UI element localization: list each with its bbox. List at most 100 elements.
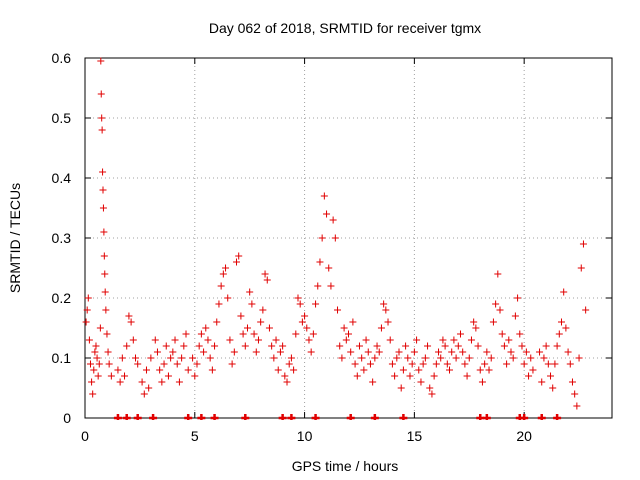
data-point	[529, 366, 537, 374]
data-point	[419, 360, 427, 368]
zero-outlier-point	[278, 414, 287, 420]
data-point	[397, 384, 405, 392]
data-point	[93, 354, 101, 362]
zero-outlier-point	[184, 414, 193, 420]
zero-outliers	[113, 414, 562, 420]
data-point	[248, 300, 256, 308]
data-point	[562, 324, 570, 332]
data-point	[430, 372, 438, 380]
data-point	[525, 372, 533, 380]
data-point	[217, 282, 225, 290]
data-point	[105, 360, 113, 368]
data-point	[129, 336, 137, 344]
data-point	[279, 342, 287, 350]
data-point	[303, 324, 311, 332]
data-point	[211, 342, 219, 350]
data-point	[573, 402, 581, 410]
data-point	[219, 270, 227, 278]
data-point	[391, 372, 399, 380]
data-point	[213, 318, 221, 326]
data-point	[102, 306, 110, 314]
data-point	[360, 366, 368, 374]
data-point	[114, 366, 122, 374]
data-point	[283, 378, 291, 386]
data-point	[200, 348, 208, 356]
data-point	[564, 348, 572, 356]
data-point	[553, 342, 561, 350]
data-point	[527, 354, 535, 362]
zero-outlier-point	[197, 414, 206, 420]
data-point	[305, 336, 313, 344]
data-point	[294, 294, 302, 302]
data-point	[222, 264, 230, 272]
data-point	[215, 300, 223, 308]
data-point	[340, 324, 348, 332]
zero-outlier-point	[346, 414, 355, 420]
data-point	[452, 354, 460, 362]
data-point	[380, 300, 388, 308]
data-point	[123, 342, 131, 350]
data-point	[82, 318, 90, 326]
zero-outlier-point	[311, 414, 320, 420]
data-point	[235, 252, 243, 260]
x-tick-label: 20	[516, 428, 532, 444]
data-point	[417, 378, 425, 386]
y-tick-label: 0.5	[52, 110, 72, 126]
data-point	[492, 300, 500, 308]
data-point	[116, 378, 124, 386]
data-point	[485, 366, 493, 374]
data-point	[156, 366, 164, 374]
data-point	[371, 354, 379, 362]
data-point	[226, 336, 234, 344]
data-point	[204, 336, 212, 344]
data-point	[314, 282, 322, 290]
data-point	[375, 348, 383, 356]
zero-outlier-point	[399, 414, 408, 420]
data-point	[536, 348, 544, 356]
data-point	[349, 318, 357, 326]
data-point	[237, 312, 245, 320]
data-point	[575, 354, 583, 362]
data-point	[516, 330, 524, 338]
data-point	[369, 378, 377, 386]
data-point	[89, 390, 97, 398]
zero-outlier-point	[287, 414, 296, 420]
data-point	[312, 300, 320, 308]
data-point	[167, 354, 175, 362]
data-point	[259, 306, 267, 314]
data-point	[99, 186, 107, 194]
data-point	[100, 252, 108, 260]
data-point	[540, 354, 548, 362]
data-point	[336, 342, 344, 350]
y-tick-labels: 0 0.1 0.2 0.3 0.4 0.5 0.6	[52, 50, 72, 426]
data-point	[90, 366, 98, 374]
data-point	[446, 366, 454, 374]
x-tick-label: 10	[297, 428, 313, 444]
data-point	[406, 372, 414, 380]
data-point	[432, 360, 440, 368]
data-point	[202, 324, 210, 332]
data-point	[500, 342, 508, 350]
data-point	[481, 360, 489, 368]
data-point	[252, 348, 260, 356]
data-point	[101, 288, 109, 296]
data-point	[377, 324, 385, 332]
data-point	[408, 360, 416, 368]
data-point	[228, 360, 236, 368]
zero-outlier-point	[149, 414, 158, 420]
data-point	[257, 318, 265, 326]
data-point	[577, 264, 585, 272]
data-point	[498, 330, 506, 338]
data-point	[410, 348, 418, 356]
data-point	[388, 360, 396, 368]
data-point	[261, 270, 269, 278]
zero-outlier-point	[370, 414, 379, 420]
data-point	[323, 210, 331, 218]
data-point	[560, 288, 568, 296]
data-point	[246, 288, 254, 296]
x-tick-labels: 0 5 10 15 20	[81, 428, 532, 444]
data-point	[382, 306, 390, 314]
data-point	[320, 192, 328, 200]
zero-outlier-point	[210, 414, 219, 420]
